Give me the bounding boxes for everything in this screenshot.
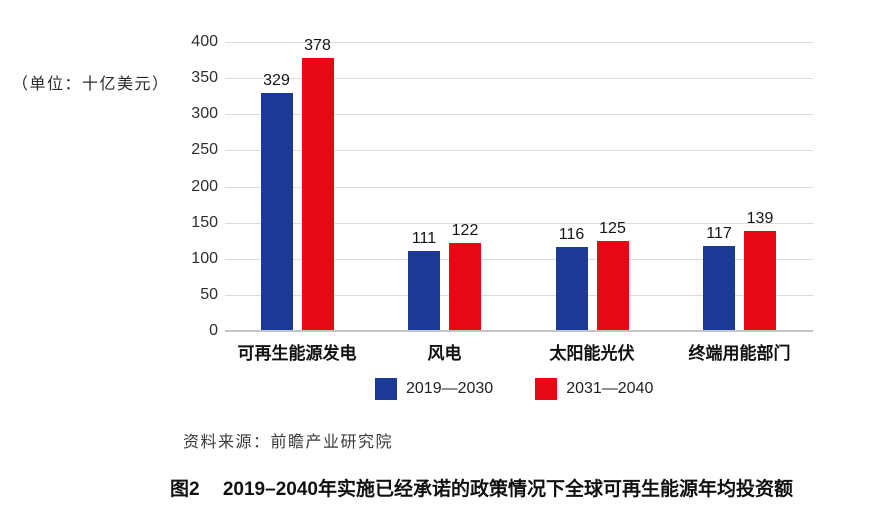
legend-swatch-icon xyxy=(535,378,558,400)
legend-item-1: 2031—2040 xyxy=(535,378,653,400)
value-label-s0-c1: 111 xyxy=(411,229,437,247)
y-tick-label: 0 xyxy=(209,322,218,339)
bar-s1-c2 xyxy=(596,240,629,330)
y-tick-label: 50 xyxy=(200,285,218,303)
y-tick-label: 100 xyxy=(191,249,218,267)
gridline-y-200 xyxy=(225,186,813,188)
figure-number: 图2 xyxy=(170,479,200,500)
figure-title: 2019–2040年实施已经承诺的政策情况下全球可再生能源年均投资额 xyxy=(222,479,793,500)
gridline-y-50 xyxy=(225,294,813,296)
category-label-1: 风电 xyxy=(427,344,462,363)
y-tick-label: 250 xyxy=(191,141,218,159)
value-label-s1-c0: 378 xyxy=(304,36,331,54)
gridline-y-300 xyxy=(225,114,813,116)
bar-s0-c3 xyxy=(703,246,735,330)
category-label-3: 终端用能部门 xyxy=(688,344,791,363)
bar-s0-c2 xyxy=(555,247,588,330)
value-label-s0-c2: 116 xyxy=(558,226,585,244)
y-tick-label: 150 xyxy=(191,213,218,231)
gridline-y-400 xyxy=(225,42,813,43)
legend: 2019—2030 2031—2040 xyxy=(375,378,653,400)
unit-label: （单位：十亿美元） xyxy=(12,74,170,93)
y-tick-label: 300 xyxy=(191,105,218,123)
legend-item-0: 2019—2030 xyxy=(375,378,493,400)
category-label-2: 太阳能光伏 xyxy=(549,344,635,363)
y-tick-label: 200 xyxy=(191,177,218,195)
gridline-y-250 xyxy=(225,150,813,152)
value-label-s0-c0: 329 xyxy=(263,72,290,90)
legend-swatch-icon xyxy=(375,378,397,400)
gridline-y-100 xyxy=(225,258,813,260)
legend-label-0: 2019—2030 xyxy=(406,380,494,397)
category-label-0: 可再生能源发电 xyxy=(237,344,357,363)
bar-s1-c1 xyxy=(449,242,481,330)
bar-s1-c3 xyxy=(744,230,776,330)
value-label-s1-c3: 139 xyxy=(746,209,774,227)
gridline-y-350 xyxy=(225,78,813,80)
y-tick-label: 400 xyxy=(191,33,218,50)
gridline-y-0 xyxy=(225,330,813,332)
legend-label-1: 2031—2040 xyxy=(566,380,654,397)
figure-caption: 图2 2019–2040年实施已经承诺的政策情况下全球可再生能源年均投资额 xyxy=(170,474,793,501)
value-label-s0-c3: 117 xyxy=(706,225,732,243)
value-label-s1-c2: 125 xyxy=(599,219,626,237)
bar-s0-c1 xyxy=(408,250,440,330)
bar-s0-c0 xyxy=(260,93,293,330)
value-label-s1-c1: 122 xyxy=(451,221,479,239)
gridline-y-150 xyxy=(225,222,813,224)
y-tick-label: 350 xyxy=(191,69,218,87)
bar-s1-c0 xyxy=(301,57,334,330)
source-note: 资料来源：前瞻产业研究院 xyxy=(183,432,394,451)
